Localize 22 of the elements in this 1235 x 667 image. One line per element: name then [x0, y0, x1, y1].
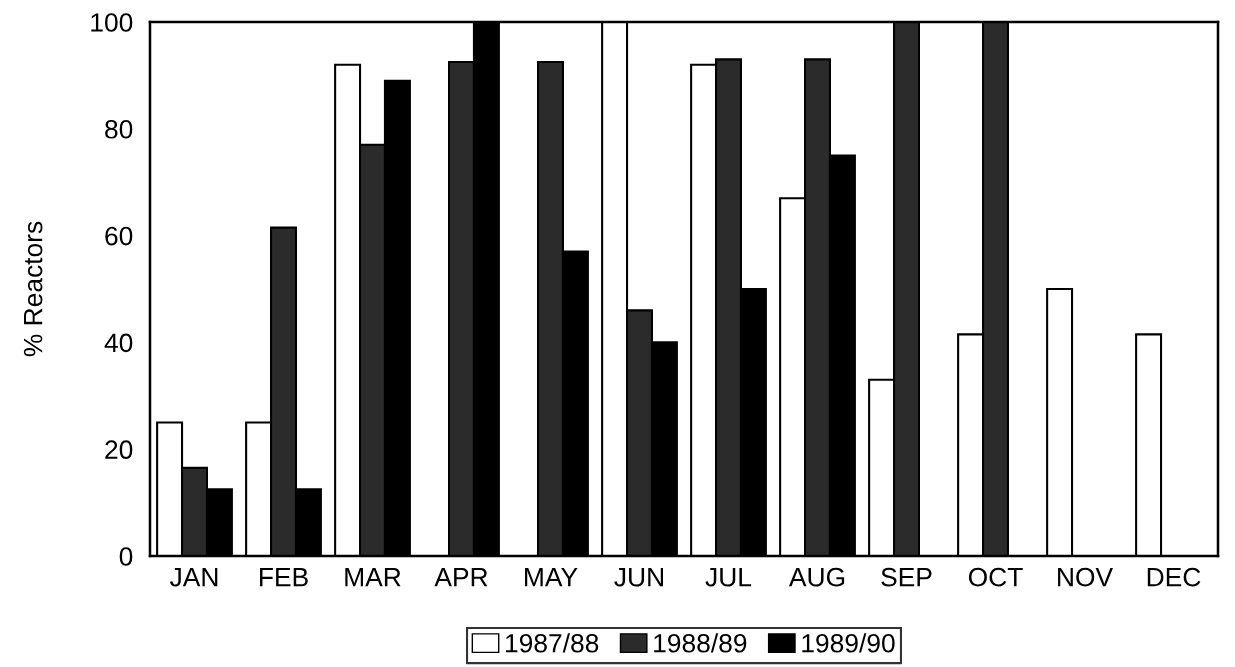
x-tick-label: MAR	[345, 568, 401, 587]
x-tick-label: NOV	[1058, 567, 1113, 587]
x-tick-label: FEB	[260, 568, 308, 587]
x-tick-label: AUG	[788, 567, 845, 587]
x-tick-label: JAN	[169, 568, 218, 587]
x-tick-label: SEP	[881, 567, 932, 587]
y-tick-label: 60	[105, 226, 133, 246]
legend-label: 1988/89	[654, 633, 747, 653]
legend-label: 1989/90	[802, 633, 895, 653]
x-tick-label: JUL	[705, 568, 752, 587]
y-tick-label: 0	[119, 547, 133, 566]
x-tick-label: MAY	[525, 568, 578, 587]
x-tick-label: APR	[434, 568, 488, 587]
legend-label: 1987/88	[506, 633, 599, 653]
y-tick-label: 20	[105, 440, 133, 460]
x-tick-label: JUN	[614, 568, 663, 587]
y-axis-title: % Reactors	[23, 221, 43, 357]
y-tick-label: 100	[91, 13, 133, 32]
x-tick-label: OCT	[968, 567, 1023, 587]
y-tick-label: 40	[104, 333, 133, 353]
x-tick-label: DEC	[1147, 567, 1201, 587]
y-tick-label: 80	[105, 119, 133, 139]
